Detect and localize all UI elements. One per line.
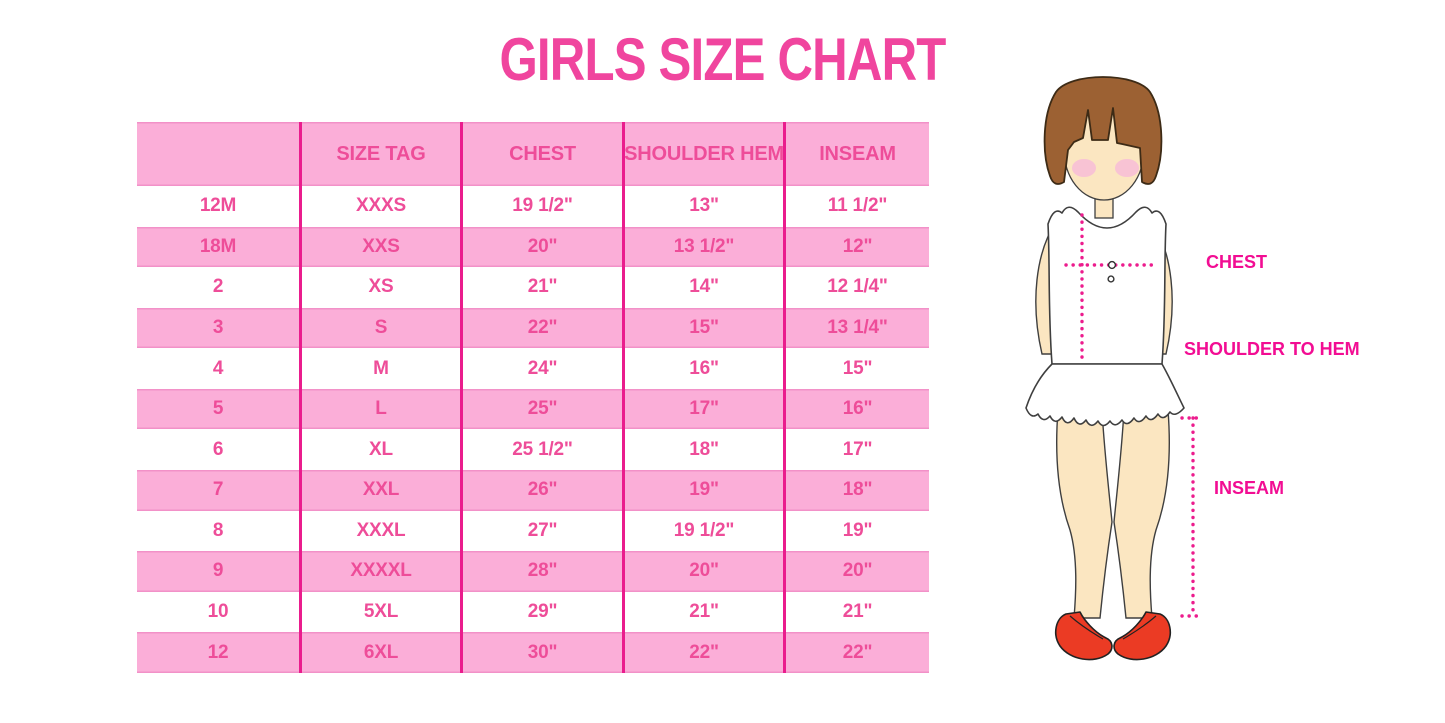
table-cell: 25" bbox=[460, 388, 622, 430]
size-chart-table: SIZE TAG CHEST SHOULDER HEM INSEAM 12M XXXS 1… bbox=[137, 122, 929, 673]
girl-hair bbox=[1043, 76, 1163, 185]
table-cell: 27" bbox=[460, 510, 622, 552]
girl-blush-left bbox=[1072, 159, 1096, 177]
girl-shoe-right bbox=[1113, 611, 1172, 661]
table-cell: 18" bbox=[622, 429, 783, 471]
table-cell: XXXL bbox=[299, 510, 460, 552]
table-cell: 12" bbox=[783, 226, 929, 268]
girl-illustration bbox=[1025, 76, 1205, 661]
table-cell: 9 bbox=[212, 560, 224, 582]
table-row: 3 S 22" 15" 13 1/4" bbox=[137, 307, 929, 349]
table-cell: 12 1/4" bbox=[783, 267, 929, 308]
girl-leg-right bbox=[1113, 409, 1170, 619]
girl-blush-right bbox=[1115, 159, 1139, 177]
table-cell: 2 bbox=[212, 276, 224, 298]
girl-shoe-left-opening bbox=[1069, 615, 1104, 640]
table-row: 6 XL 25 1/2" 18" 17" bbox=[137, 429, 929, 471]
table-cell: 28" bbox=[460, 551, 622, 592]
table-row: 12 6XL 30" 22" 22" bbox=[137, 632, 929, 673]
header-cell: SIZE TAG bbox=[299, 122, 460, 186]
table-cell: 14" bbox=[622, 267, 783, 308]
girl-skirt bbox=[1025, 363, 1185, 427]
header-cell: CHEST bbox=[460, 122, 622, 186]
size-table-rows: 12M XXXS 19 1/2" 13" 11 1/2" 18M XXS 20" 13 1/2"… bbox=[137, 186, 929, 673]
table-cell: 13" bbox=[622, 186, 783, 227]
table-cell: 25 1/2" bbox=[460, 429, 622, 471]
table-cell: 8 bbox=[212, 519, 224, 541]
table-row: 9 XXXXL 28" 20" 20" bbox=[137, 551, 929, 592]
table-cell: XS bbox=[299, 267, 460, 308]
table-cell: 20" bbox=[783, 551, 929, 592]
girl-leg-left bbox=[1056, 409, 1113, 619]
table-cell: 12 bbox=[207, 641, 229, 663]
table-cell: XXXXL bbox=[299, 551, 460, 592]
table-cell: XL bbox=[299, 429, 460, 471]
table-cell: 24" bbox=[460, 348, 622, 389]
table-row: 4 M 24" 16" 15" bbox=[137, 348, 929, 389]
table-row: 5 L 25" 17" 16" bbox=[137, 388, 929, 430]
table-cell: 5 bbox=[212, 398, 224, 420]
table-cell: 19" bbox=[622, 470, 783, 511]
table-cell: 17" bbox=[622, 388, 783, 430]
header-cell bbox=[137, 122, 299, 186]
table-cell: 26" bbox=[460, 470, 622, 511]
table-row: 12M XXXS 19 1/2" 13" 11 1/2" bbox=[137, 186, 929, 227]
table-cell: 15" bbox=[783, 348, 929, 389]
table-cell: 11 1/2" bbox=[783, 186, 929, 227]
table-cell: 18M bbox=[199, 235, 237, 257]
table-cell: 6XL bbox=[299, 632, 460, 673]
table-row: 10 5XL 29" 21" 21" bbox=[137, 591, 929, 633]
table-cell: S bbox=[299, 307, 460, 349]
table-cell: 6 bbox=[212, 438, 224, 460]
shoulder-to-hem-label: SHOULDER TO HEM bbox=[1184, 339, 1360, 359]
table-cell: 21" bbox=[622, 591, 783, 633]
table-cell: 10 bbox=[207, 601, 229, 623]
table-row: 7 XXL 26" 19" 18" bbox=[137, 470, 929, 511]
table-cell: 16" bbox=[783, 388, 929, 430]
table-cell: XXL bbox=[299, 470, 460, 511]
header-cell: INSEAM bbox=[783, 122, 929, 186]
table-cell: M bbox=[299, 348, 460, 389]
table-row: 18M XXS 20" 13 1/2" 12" bbox=[137, 226, 929, 268]
table-cell: 22" bbox=[460, 307, 622, 349]
girl-top bbox=[1047, 206, 1167, 365]
chest-label: CHEST bbox=[1206, 252, 1268, 272]
table-cell: 18" bbox=[783, 470, 929, 511]
page-title: GIRLS SIZE CHART bbox=[499, 26, 946, 93]
table-row: 8 XXXL 27" 19 1/2" 19" bbox=[137, 510, 929, 552]
table-cell: 19" bbox=[783, 510, 929, 552]
table-cell: 29" bbox=[460, 591, 622, 633]
girl-top-button-2 bbox=[1107, 275, 1115, 283]
table-cell: 22" bbox=[783, 632, 929, 673]
table-cell: 22" bbox=[622, 632, 783, 673]
table-cell: 21" bbox=[460, 267, 622, 308]
table-cell: 13 1/2" bbox=[622, 226, 783, 268]
table-cell: 20" bbox=[622, 551, 783, 592]
table-cell: 15" bbox=[622, 307, 783, 349]
girl-shoe-right-opening bbox=[1122, 615, 1157, 640]
table-row: 2 XS 21" 14" 12 1/4" bbox=[137, 267, 929, 308]
table-cell: 19 1/2" bbox=[460, 186, 622, 227]
table-cell: 13 1/4" bbox=[783, 307, 929, 349]
table-cell: 3 bbox=[212, 317, 224, 339]
table-cell: XXXS bbox=[299, 186, 460, 227]
table-cell: 16" bbox=[622, 348, 783, 389]
table-cell: 4 bbox=[212, 357, 224, 379]
inseam-label: INSEAM bbox=[1214, 478, 1285, 498]
table-cell: 21" bbox=[783, 591, 929, 633]
girl-top-button-1 bbox=[1107, 260, 1117, 270]
size-table-header-row: SIZE TAG CHEST SHOULDER HEM INSEAM bbox=[137, 122, 929, 186]
table-cell: XXS bbox=[299, 226, 460, 268]
table-cell: 5XL bbox=[299, 591, 460, 633]
girl-shoe-left bbox=[1054, 611, 1113, 661]
table-cell: L bbox=[299, 388, 460, 430]
table-cell: 12M bbox=[199, 195, 237, 217]
table-cell: 19 1/2" bbox=[622, 510, 783, 552]
table-cell: 17" bbox=[783, 429, 929, 471]
header-cell: SHOULDER HEM bbox=[622, 122, 784, 186]
table-cell: 7 bbox=[212, 479, 224, 501]
table-cell: 30" bbox=[460, 632, 622, 673]
table-cell: 20" bbox=[460, 226, 622, 268]
